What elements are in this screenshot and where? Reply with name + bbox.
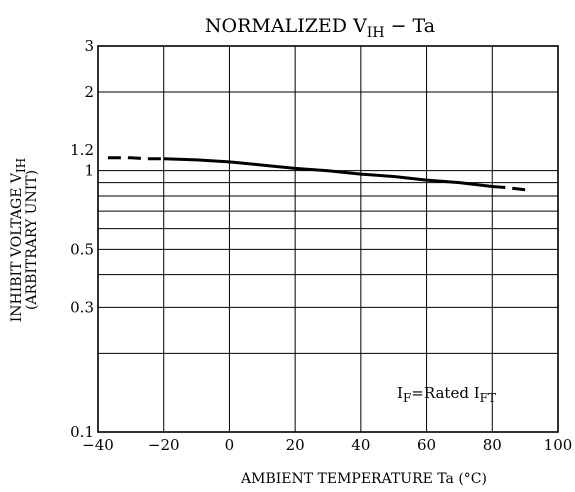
extrapolated-curve-segment [492, 185, 532, 192]
x-tick-label: 80 [483, 436, 502, 454]
x-axis-label: AMBIENT TEMPERATURE Ta (°C) [240, 471, 487, 487]
y-tick-label: 0.1 [70, 423, 94, 441]
x-tick-label: −40 [82, 436, 114, 454]
annotation-sub1: F [403, 391, 411, 405]
x-tick-label: −20 [148, 436, 180, 454]
chart-title-main: NORMALIZED V [205, 15, 367, 37]
chart-title-sub: IH [367, 25, 385, 41]
y-axis-label-main: INHIBIT VOLTAGE V [9, 172, 25, 322]
x-tick-label: 60 [417, 436, 436, 454]
vih-curve-line [163, 157, 493, 188]
chart-title-tail: − Ta [385, 15, 436, 37]
annotation-part2: =Rated I [411, 384, 479, 402]
series-layer [107, 156, 532, 192]
y-tick-label: 1.2 [70, 141, 94, 159]
x-tick-label: 0 [225, 436, 235, 454]
y-axis-label-line1: INHIBIT VOLTAGE VIH [9, 158, 28, 323]
grid [98, 46, 558, 432]
x-tick-label: 100 [544, 436, 573, 454]
y-axis-label: INHIBIT VOLTAGE VIH (ARBITRARY UNIT) [9, 158, 40, 323]
condition-annotation: IF=Rated IFT [397, 384, 496, 405]
chart-title: NORMALIZED VIH − Ta [205, 15, 435, 41]
extrapolated-curve-segment [107, 156, 164, 161]
y-tick-label: 2 [84, 83, 94, 101]
y-axis-label-line2: (ARBITRARY UNIT) [24, 170, 40, 310]
y-tick-label: 1 [84, 162, 94, 180]
plot-frame [97, 45, 559, 433]
x-tick-label: 20 [286, 436, 305, 454]
y-tick-label: 0.5 [70, 240, 94, 258]
y-tick-label: 3 [84, 37, 94, 55]
y-tick-label: 0.3 [70, 298, 94, 316]
y-axis-label-sub: IH [14, 158, 28, 173]
tick-labels: −40 −20 0 20 40 60 80 100 0.1 0.3 0.5 1 1.2 2 3 [70, 37, 572, 454]
annotation-part1: I [397, 384, 403, 402]
annotation-sub2: FT [480, 391, 496, 405]
x-tick-label: 40 [351, 436, 370, 454]
